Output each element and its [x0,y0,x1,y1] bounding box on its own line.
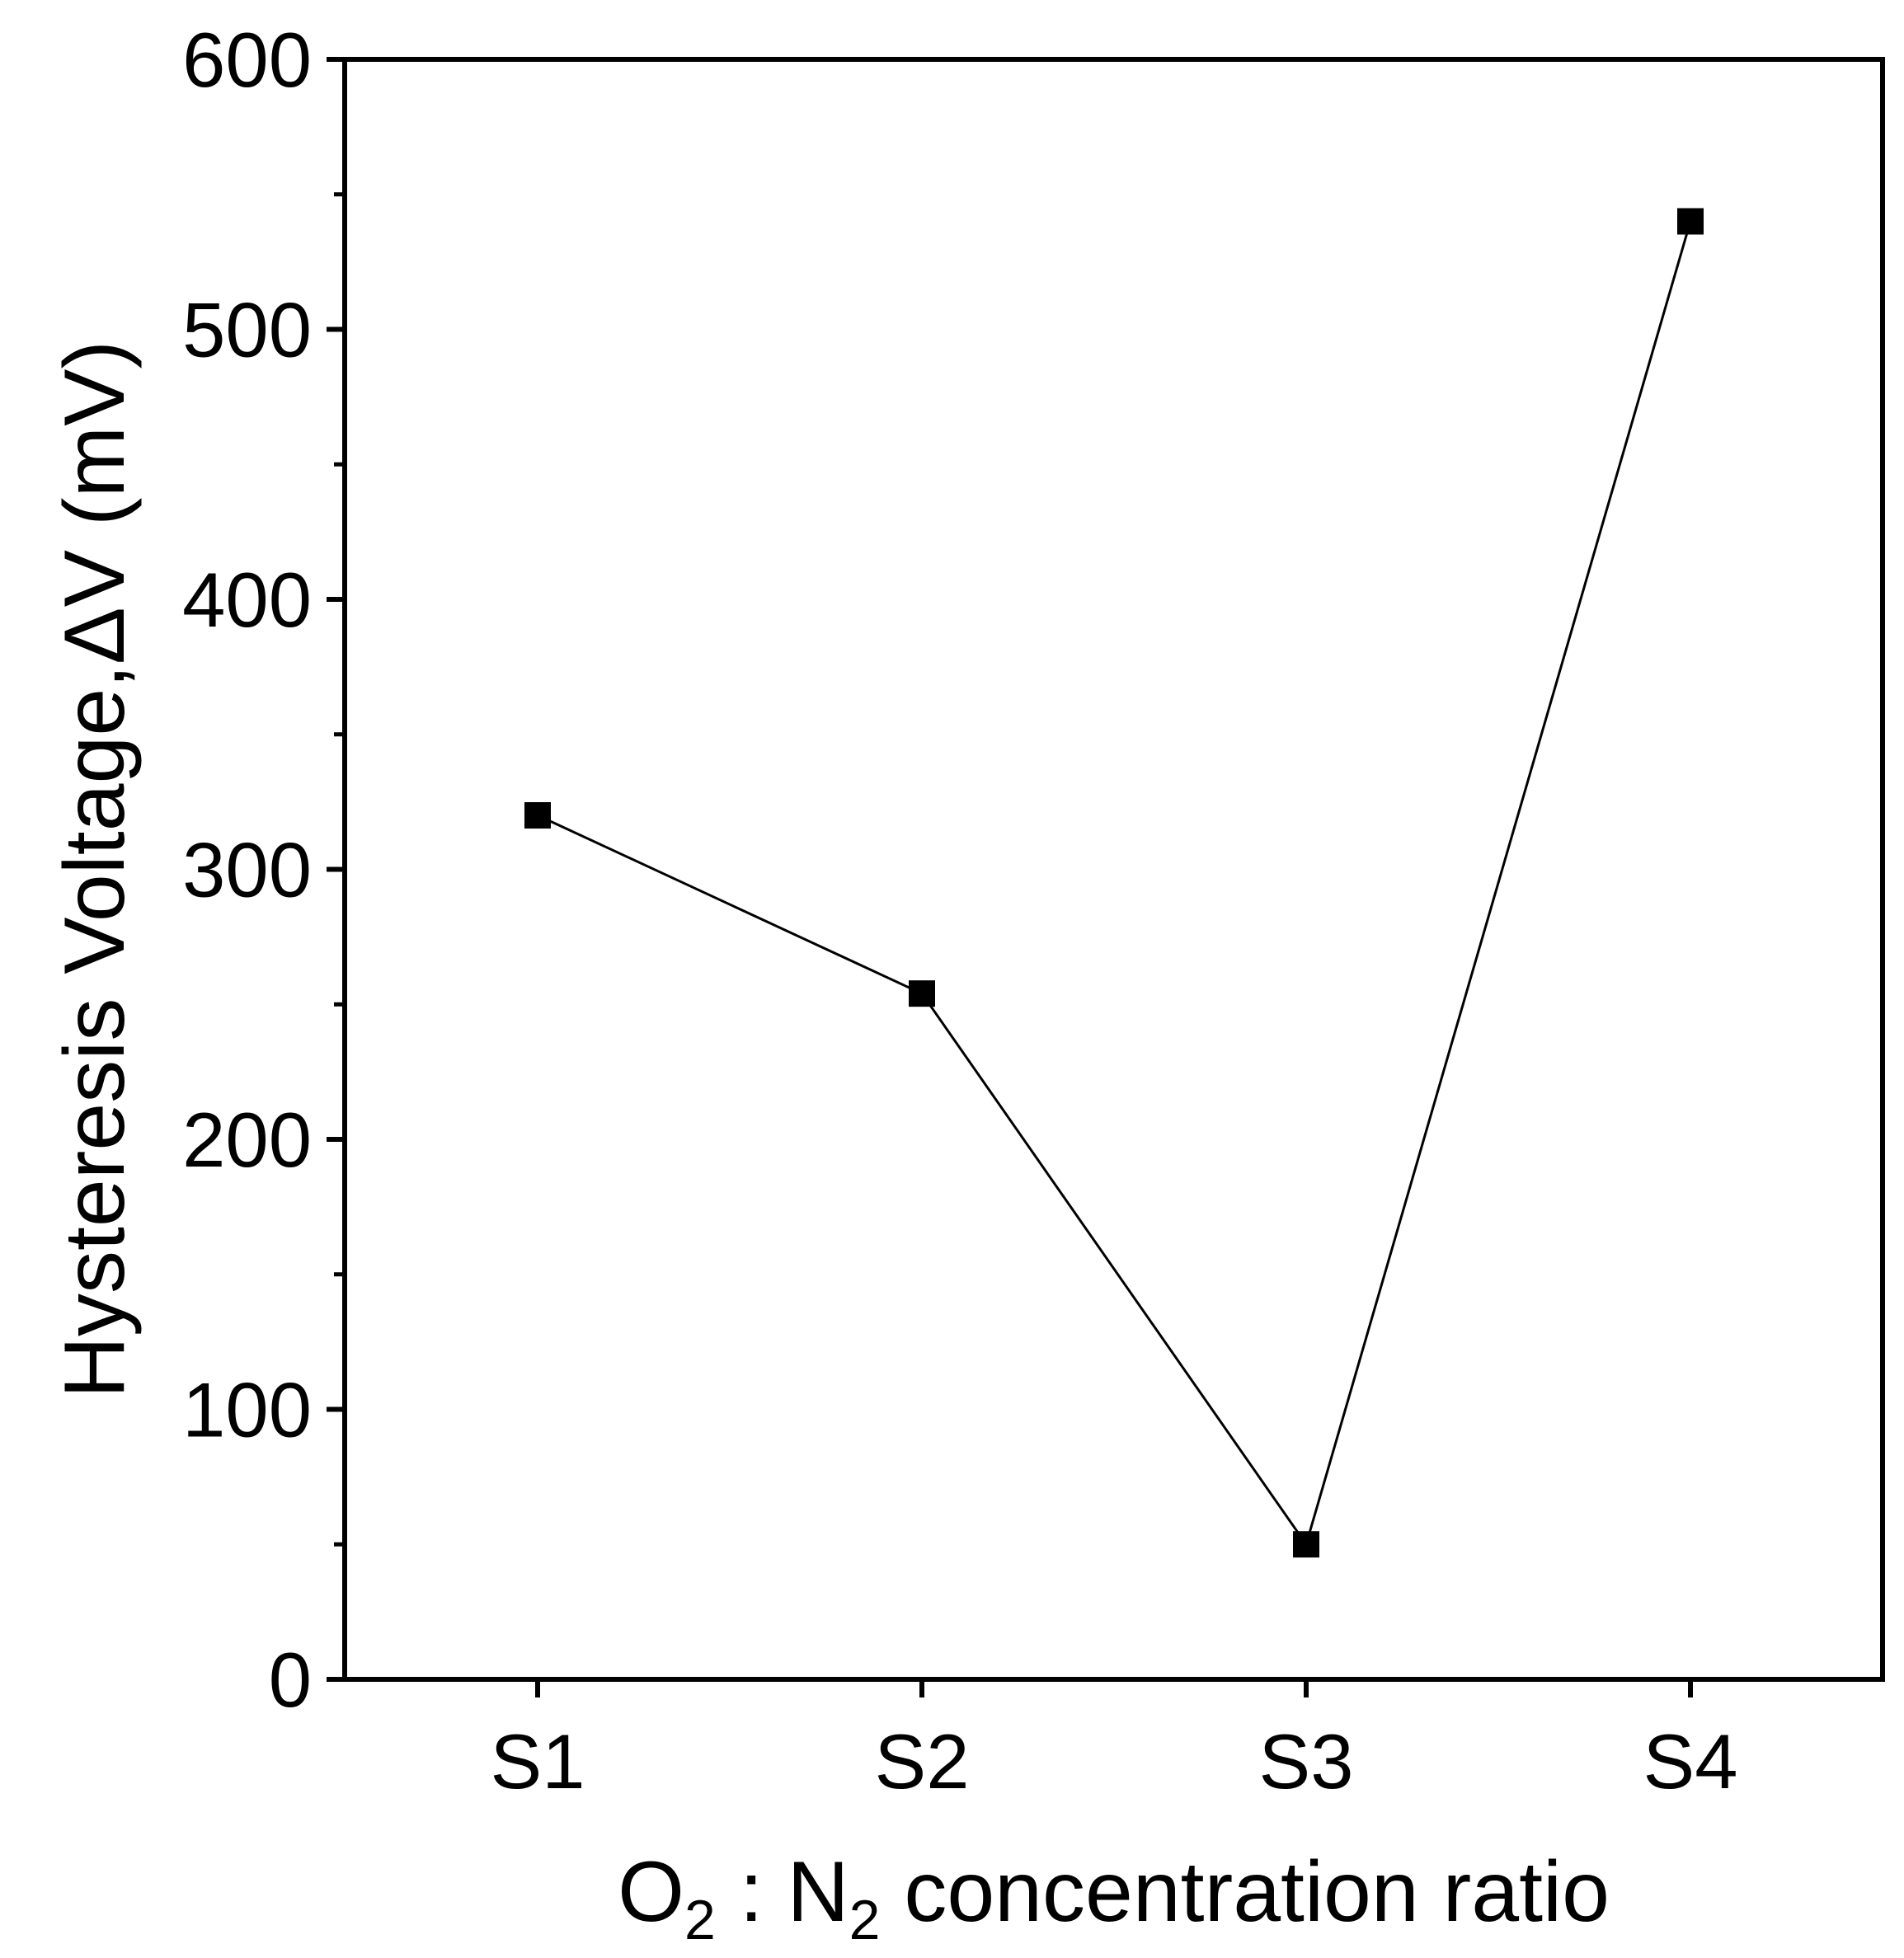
y-tick-label: 0 [269,1636,312,1723]
x-axis-label-part: : N [716,1844,849,1940]
y-axis-label: Hysteresis Voltage,ΔV (mV) [47,340,143,1398]
x-axis-ticks: S1 S2 S3 S4 [491,1679,1738,1805]
x-axis-label-subscript: 2 [849,1889,881,1951]
data-point-s3 [1293,1531,1319,1558]
x-tick-label: S2 [875,1718,970,1805]
y-tick-label: 100 [182,1367,312,1453]
y-tick-label: 500 [182,287,312,373]
x-tick-label: S1 [491,1718,585,1805]
x-tick-label: S3 [1259,1718,1354,1805]
y-axis-ticks: 0 100 200 300 400 500 600 [182,16,345,1723]
data-point-s1 [524,802,551,829]
y-tick-label: 300 [182,827,312,913]
data-point-s4 [1677,208,1704,235]
x-axis-label: O2 : N2 concentration ratio [618,1844,1610,1951]
y-tick-label: 200 [182,1096,312,1183]
x-axis-label-subscript: 2 [684,1889,716,1951]
x-axis-label-part: O [618,1844,684,1940]
data-point-s2 [909,980,935,1007]
series-line [537,221,1692,1547]
y-tick-label: 400 [182,556,312,643]
plot-frame [342,57,1885,1682]
x-tick-label: S4 [1643,1718,1738,1805]
y-tick-label: 600 [182,16,312,103]
series-group [524,208,1704,1558]
x-axis-label-part: concentration ratio [880,1844,1610,1940]
plot-area [342,57,1885,1682]
